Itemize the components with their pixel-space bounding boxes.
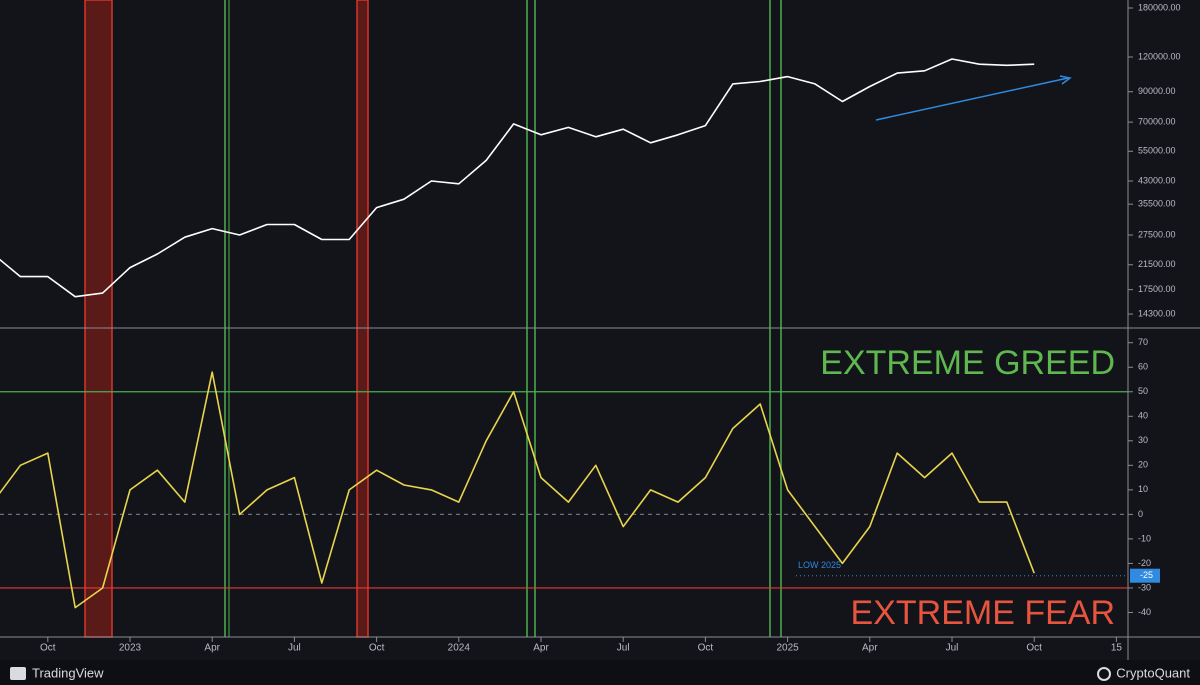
y-tick-label: 0 [1138, 509, 1143, 519]
tradingview-logo [10, 667, 26, 680]
y-tick-label: -30 [1138, 582, 1151, 592]
y-tick-label: -20 [1138, 558, 1151, 568]
annotation: EXTREME FEAR [851, 594, 1115, 632]
x-tick-label: Apr [204, 643, 220, 654]
x-tick-label: 15 [1111, 643, 1123, 654]
x-tick-label: Oct [369, 643, 385, 654]
footer-bar [0, 660, 1200, 685]
trend-arrow-head [1059, 75, 1072, 85]
y-tick-label: 14300.00 [1138, 308, 1176, 318]
y-tick-label: 120000.00 [1138, 51, 1181, 61]
y-tick-label: 70 [1138, 337, 1148, 347]
y-tick-label: 17500.00 [1138, 284, 1176, 294]
x-tick-label: 2024 [448, 643, 471, 654]
low-label: LOW 2025 [798, 560, 841, 570]
footer-left: TradingView [32, 665, 104, 680]
x-tick-label: Apr [533, 643, 549, 654]
line-series [0, 58, 1035, 298]
low-badge [1130, 568, 1160, 583]
plot [0, 58, 1035, 298]
low-badge-label: -25 [1140, 570, 1153, 580]
y-tick-label: 70000.00 [1138, 116, 1176, 126]
x-tick-label: Jul [288, 643, 301, 654]
x-tick-label: Oct [1026, 643, 1042, 654]
y-tick-label: 50 [1138, 386, 1148, 396]
y-tick-label: 30 [1138, 435, 1148, 445]
x-tick-label: Oct [40, 643, 56, 654]
x-tick-label: 2023 [119, 643, 142, 654]
trend-arrow [875, 77, 1069, 121]
y-tick-label: 60 [1138, 362, 1148, 372]
y-tick-label: -10 [1138, 533, 1151, 543]
y-tick-label: 20 [1138, 460, 1148, 470]
annotation: EXTREME GREED [820, 344, 1115, 382]
y-tick-label: -40 [1138, 607, 1151, 617]
x-tick-label: Apr [862, 643, 878, 654]
footer-right: CryptoQuant [1116, 665, 1190, 680]
x-tick-label: 2025 [776, 643, 799, 654]
x-tick-label: Oct [698, 643, 714, 654]
y-tick-label: 43000.00 [1138, 175, 1176, 185]
y-tick-label: 10 [1138, 484, 1148, 494]
fear-band [84, 0, 113, 638]
fear-band [356, 0, 369, 638]
y-tick-label: 55000.00 [1138, 146, 1176, 156]
y-tick-label: 90000.00 [1138, 86, 1176, 96]
x-tick-label: Jul [946, 643, 959, 654]
y-tick-label: 180000.00 [1138, 2, 1181, 12]
x-tick-label: Jul [617, 643, 630, 654]
line-series [0, 371, 1035, 609]
y-tick-label: 27500.00 [1138, 229, 1176, 239]
y-tick-label: 35500.00 [1138, 199, 1176, 209]
y-tick-label: 40 [1138, 411, 1148, 421]
cryptoquant-logo [1097, 667, 1111, 681]
y-tick-label: 21500.00 [1138, 259, 1176, 269]
plot [0, 371, 1128, 609]
